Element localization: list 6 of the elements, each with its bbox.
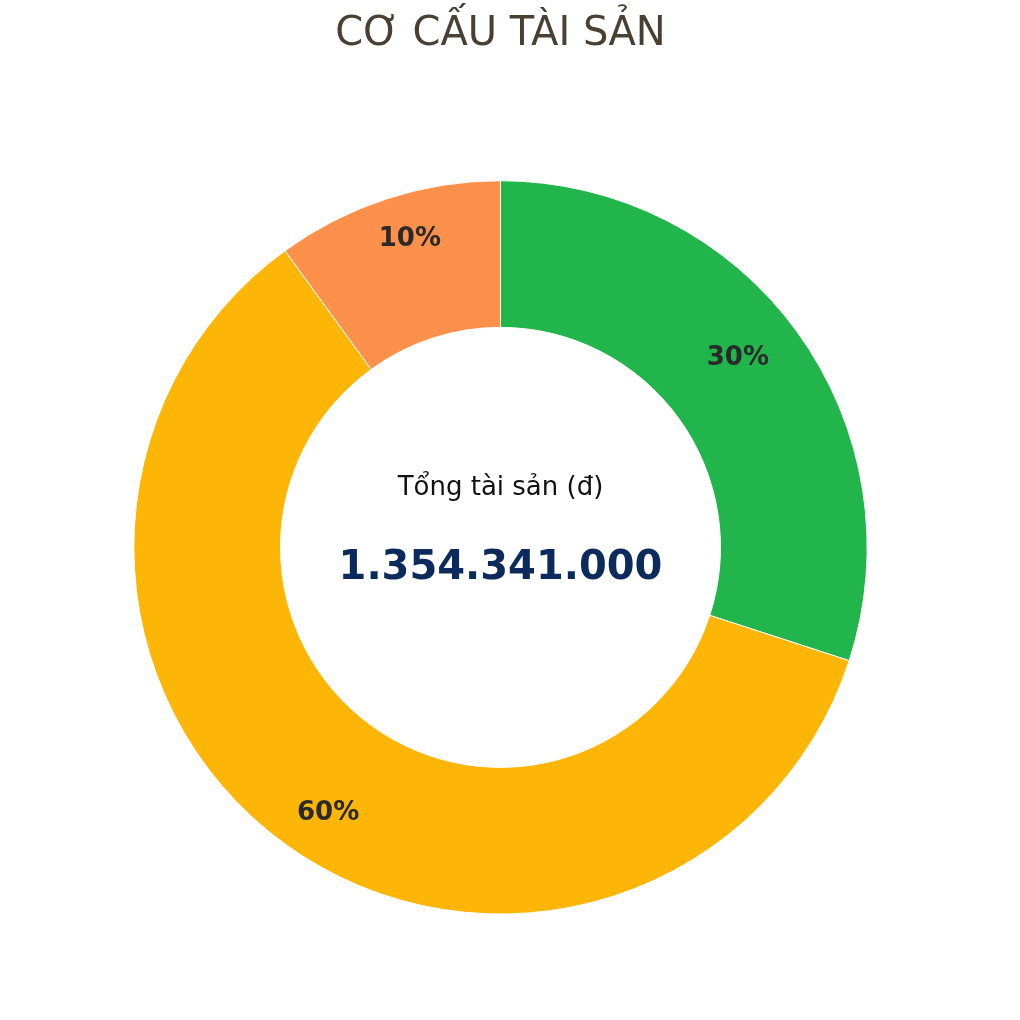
data-label: 60%: [296, 796, 360, 827]
data-label: 10%: [378, 222, 441, 253]
chart-title: CƠ CẤU TÀI SẢN: [335, 2, 666, 54]
data-label: 30%: [706, 340, 769, 371]
text: 1.354.341.000: [338, 541, 663, 588]
text: Tổng tài sản (đ): [396, 471, 604, 502]
